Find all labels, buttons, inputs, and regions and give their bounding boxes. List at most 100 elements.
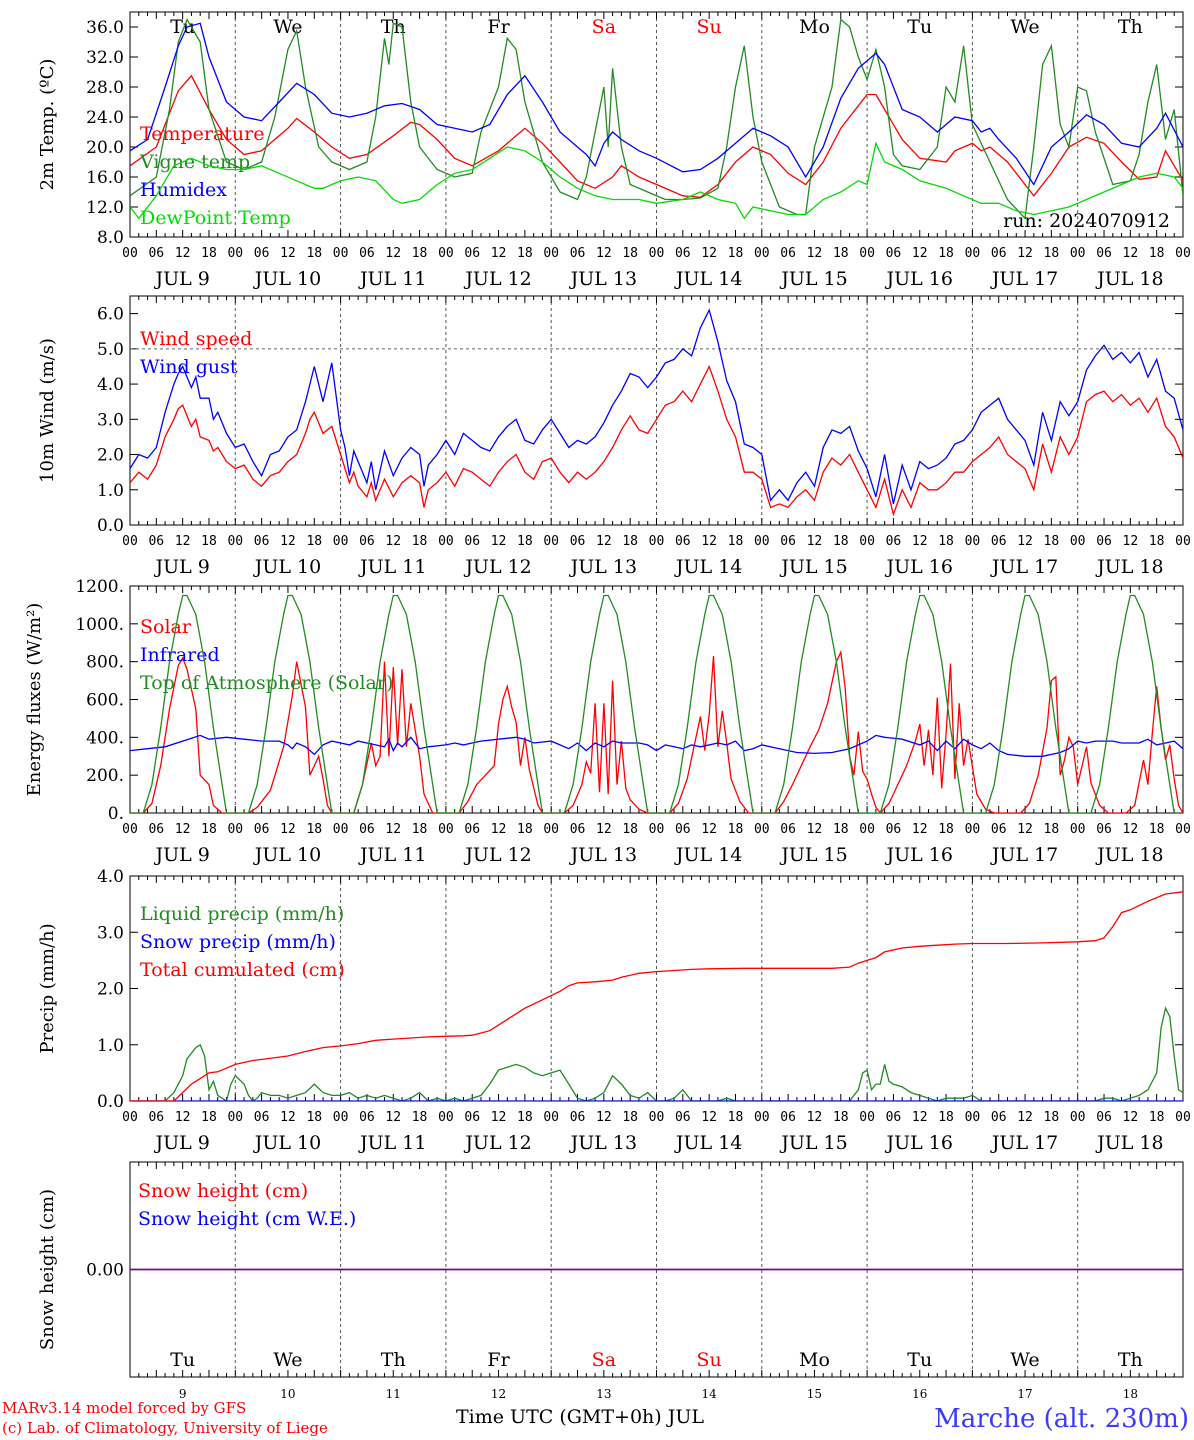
y-tick-label: 6.0 (97, 305, 124, 325)
x-hour-label: 00 (965, 246, 981, 261)
x-hour-label: 18 (622, 1110, 638, 1125)
x-hour-label: 00 (649, 246, 665, 261)
weekday-label: Tu (170, 1349, 195, 1371)
x-date-label: JUL 10 (253, 268, 321, 290)
x-hour-label: 12 (807, 534, 823, 549)
x-hour-label: 18 (517, 534, 533, 549)
x-hour-label: 18 (201, 534, 217, 549)
x-hour-label: 12 (596, 822, 612, 837)
x-hour-label: 00 (859, 822, 875, 837)
weekday-label: Fr (487, 1349, 510, 1371)
weekday-label: Su (697, 1349, 722, 1371)
x-hour-label: 00 (122, 1110, 138, 1125)
x-date-label: JUL 9 (153, 844, 209, 866)
x-hour-label: 06 (675, 246, 691, 261)
x-date-label: JUL 11 (358, 268, 426, 290)
x-hour-label: 06 (464, 534, 480, 549)
x-hour-label: 06 (991, 822, 1007, 837)
x-hour-label: 12 (912, 1110, 928, 1125)
legend-entry: Humidex (140, 179, 227, 201)
x-hour-label: 00 (1175, 534, 1191, 549)
x-hour-label: 00 (122, 822, 138, 837)
legend-entry: Wind speed (140, 328, 252, 350)
x-date-label: JUL 11 (358, 556, 426, 578)
x-hour-label: 12 (1123, 1110, 1139, 1125)
x-hour-label: 00 (227, 1110, 243, 1125)
x-date-label: JUL 15 (779, 1132, 847, 1154)
y-tick-label: 0.00 (86, 1261, 124, 1281)
x-day-number: 15 (807, 1387, 822, 1401)
x-hour-label: 06 (1096, 246, 1112, 261)
legend-entry: Snow height (cm) (138, 1180, 308, 1202)
x-hour-label: 06 (254, 1110, 270, 1125)
series-line (130, 734, 1183, 757)
x-date-label: JUL 16 (885, 268, 953, 290)
x-hour-label: 00 (754, 822, 770, 837)
legend-entry: Liquid precip (mm/h) (140, 903, 344, 925)
series-line (130, 364, 1183, 517)
x-hour-label: 18 (833, 534, 849, 549)
weekday-label: Mo (799, 16, 830, 38)
x-hour-label: 00 (859, 534, 875, 549)
x-hour-label: 00 (227, 822, 243, 837)
x-hour-label: 12 (1017, 534, 1033, 549)
x-hour-label: 06 (780, 1110, 796, 1125)
x-date-label: JUL 15 (779, 268, 847, 290)
x-hour-label: 18 (412, 1110, 428, 1125)
x-date-label: JUL 15 (779, 556, 847, 578)
legend-entry: Vigne temp (139, 151, 250, 173)
x-hour-label: 00 (859, 1110, 875, 1125)
x-hour-label: 06 (886, 534, 902, 549)
x-day-number: 17 (1017, 1387, 1032, 1401)
panel-snow: 0.00 Snow height (cm) Tu We Th Fr Sa Su Mo Tu We Th… (37, 1161, 1184, 1401)
x-hour-label: 06 (464, 822, 480, 837)
x-hour-label: 12 (280, 822, 296, 837)
x-hour-label: 00 (333, 534, 349, 549)
x-hour-label: 06 (254, 534, 270, 549)
panel-temperature: 8.0 12.0 16.0 20.0 24.0 28.0 32.0 36.0 2m Temp. … (37, 11, 1191, 290)
y-tick-label: 2.0 (97, 446, 124, 466)
x-hour-label: 00 (438, 246, 454, 261)
x-hour-label: 12 (807, 1110, 823, 1125)
x-date-label: JUL 13 (569, 556, 637, 578)
x-hour-label: 18 (622, 822, 638, 837)
x-hour-label: 18 (728, 246, 744, 261)
x-hour-label: 12 (175, 534, 191, 549)
x-hour-label: 00 (122, 534, 138, 549)
y-axis-label: 10m Wind (m/s) (37, 338, 58, 483)
x-hour-label: 06 (991, 1110, 1007, 1125)
x-hour-label: 18 (517, 1110, 533, 1125)
x-hour-label: 06 (570, 822, 586, 837)
x-date-label: JUL 14 (674, 556, 742, 578)
y-tick-label: 1000. (75, 615, 124, 635)
legend-entry: Top of Atmosphere (Solar) (140, 672, 393, 694)
series-line (130, 74, 1183, 198)
legend-entry: Wind gust (140, 356, 238, 378)
x-hour-label: 18 (1044, 246, 1060, 261)
y-tick-label: 4.0 (97, 375, 124, 395)
x-hour-label: 06 (991, 246, 1007, 261)
x-hour-label: 12 (280, 246, 296, 261)
x-date-label: JUL 14 (674, 844, 742, 866)
x-day-number: 18 (1123, 1387, 1138, 1401)
weekday-label: Th (1118, 1349, 1143, 1371)
x-hour-label: 18 (1149, 246, 1165, 261)
x-hour-label: 00 (649, 822, 665, 837)
x-day-number: 12 (491, 1387, 506, 1401)
x-hour-label: 18 (517, 246, 533, 261)
weekday-label: Th (1118, 16, 1143, 38)
x-hour-label: 06 (675, 1110, 691, 1125)
x-day-number: 11 (386, 1387, 401, 1401)
x-date-label: JUL 16 (885, 1132, 953, 1154)
x-hour-label: 18 (833, 1110, 849, 1125)
x-hour-label: 18 (938, 822, 954, 837)
x-hour-label: 18 (728, 534, 744, 549)
x-hour-label: 00 (754, 1110, 770, 1125)
y-tick-label: 400. (86, 728, 124, 748)
panels-group: 8.0 12.0 16.0 20.0 24.0 28.0 32.0 36.0 2m Temp. … (24, 11, 1191, 1401)
x-date-label: JUL 12 (463, 844, 531, 866)
x-hour-label: 12 (807, 822, 823, 837)
x-date-label: JUL 10 (253, 556, 321, 578)
x-hour-label: 06 (359, 534, 375, 549)
x-hour-label: 00 (754, 534, 770, 549)
